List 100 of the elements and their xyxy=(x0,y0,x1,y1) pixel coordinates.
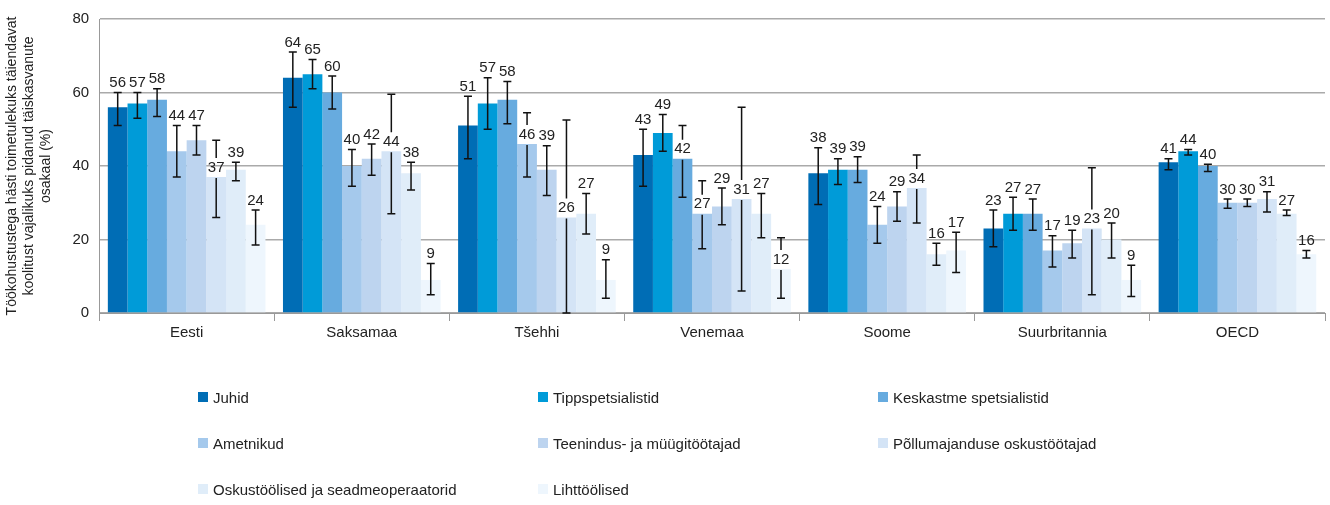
bar xyxy=(517,143,537,313)
legend-label: Teenindus- ja müügitöötajad xyxy=(553,434,741,452)
x-tick-label: Eesti xyxy=(169,323,204,341)
data-label: 39 xyxy=(538,126,556,144)
data-label: 26 xyxy=(558,198,575,216)
data-label: 9 xyxy=(426,244,435,262)
data-label: 51 xyxy=(459,76,477,94)
bar xyxy=(1042,250,1063,313)
legend-label: Põllumajanduse oskustöötajad xyxy=(893,434,1097,452)
bar xyxy=(1198,166,1218,313)
data-label: 40 xyxy=(343,130,361,148)
bar xyxy=(633,154,653,313)
data-label: 56 xyxy=(109,73,127,91)
bar xyxy=(652,132,673,313)
bar xyxy=(1003,213,1023,313)
data-label: 16 xyxy=(1298,231,1315,249)
data-label: 46 xyxy=(518,124,536,142)
bar xyxy=(147,99,167,313)
bar xyxy=(712,206,732,313)
x-tick-label: Venemaa xyxy=(680,323,745,341)
bar xyxy=(596,279,616,313)
data-label: 30 xyxy=(1219,179,1236,197)
bar xyxy=(847,169,868,313)
bar xyxy=(127,103,148,313)
data-label: 20 xyxy=(1103,203,1120,221)
data-label: 29 xyxy=(713,168,731,186)
bar xyxy=(771,268,791,313)
y-tick-label: 40 xyxy=(72,156,90,174)
bar xyxy=(166,151,187,313)
bar xyxy=(1237,202,1258,313)
data-label: 44 xyxy=(168,106,186,124)
data-label: 42 xyxy=(674,139,691,157)
data-label: 44 xyxy=(382,131,400,149)
x-tick-label: Soome xyxy=(863,323,911,341)
data-label: 16 xyxy=(928,223,945,241)
data-label: 12 xyxy=(772,249,790,267)
legend-label: Tippspetsialistid xyxy=(553,388,660,406)
data-label: 29 xyxy=(888,172,906,190)
bar xyxy=(1296,254,1317,313)
bar xyxy=(672,158,693,313)
data-label: 27 xyxy=(1004,177,1022,195)
data-label: 27 xyxy=(752,174,770,192)
y-tick-label: 0 xyxy=(80,303,90,321)
legend-label: Lihttöölised xyxy=(553,480,629,498)
data-label: 27 xyxy=(1024,179,1042,197)
data-label: 44 xyxy=(1179,130,1197,148)
data-label: 24 xyxy=(247,190,264,208)
legend-label: Oskustöölised ja seadmeoperaatorid xyxy=(213,480,457,498)
data-label: 27 xyxy=(1278,190,1296,208)
data-label: 19 xyxy=(1063,210,1081,228)
legend-label: Keskastme spetsialistid xyxy=(893,388,1049,406)
bar xyxy=(1217,202,1238,313)
data-label: 39 xyxy=(227,142,245,160)
bar xyxy=(322,92,343,313)
x-tick-label: Suurbritannia xyxy=(1017,323,1108,341)
bar xyxy=(245,224,266,313)
data-label: 47 xyxy=(188,106,205,124)
bar xyxy=(983,228,1004,313)
data-label: 31 xyxy=(733,179,750,197)
data-label: 39 xyxy=(829,139,847,157)
x-tick-label: OECD xyxy=(1215,323,1260,341)
bar xyxy=(1121,279,1142,313)
data-label: 17 xyxy=(1044,216,1061,234)
bar xyxy=(867,224,888,313)
data-label: 34 xyxy=(908,168,926,186)
data-label: 58 xyxy=(148,69,166,87)
data-label: 40 xyxy=(1199,144,1217,162)
data-label: 39 xyxy=(849,137,866,155)
data-label: 17 xyxy=(947,212,965,230)
data-label: 58 xyxy=(499,62,516,80)
y-tick-label: 20 xyxy=(72,229,90,247)
bar xyxy=(342,166,362,313)
bar xyxy=(107,107,128,313)
legend-label: Ametnikud xyxy=(213,434,284,452)
data-label: 27 xyxy=(693,194,711,212)
data-label: 37 xyxy=(207,157,225,175)
x-tick-label: Saksamaa xyxy=(326,323,398,341)
bar xyxy=(186,140,207,313)
y-axis-title: Töökohustustega hästi toimetulekuks täiendavat koolitust vajalikuks pidanud täiskasvanute osakaal (%) xyxy=(3,16,53,316)
data-label: 9 xyxy=(1127,245,1136,263)
bar xyxy=(808,173,829,313)
data-label: 49 xyxy=(654,95,672,113)
data-label: 9 xyxy=(601,240,611,258)
data-label: 57 xyxy=(129,73,146,91)
data-label: 24 xyxy=(868,187,886,205)
data-label: 42 xyxy=(363,124,380,142)
bar xyxy=(828,169,848,313)
data-label: 23 xyxy=(985,190,1002,208)
bar xyxy=(497,99,518,313)
bar xyxy=(458,125,478,313)
data-label: 41 xyxy=(1160,139,1177,157)
data-label: 27 xyxy=(577,174,595,192)
data-label: 43 xyxy=(634,109,652,127)
data-label: 23 xyxy=(1083,209,1101,227)
bar xyxy=(302,74,323,313)
data-label: 38 xyxy=(809,128,827,146)
bar xyxy=(361,158,382,313)
data-label: 38 xyxy=(402,142,420,160)
y-tick-label: 80 xyxy=(72,9,90,27)
data-label: 31 xyxy=(1258,172,1276,190)
